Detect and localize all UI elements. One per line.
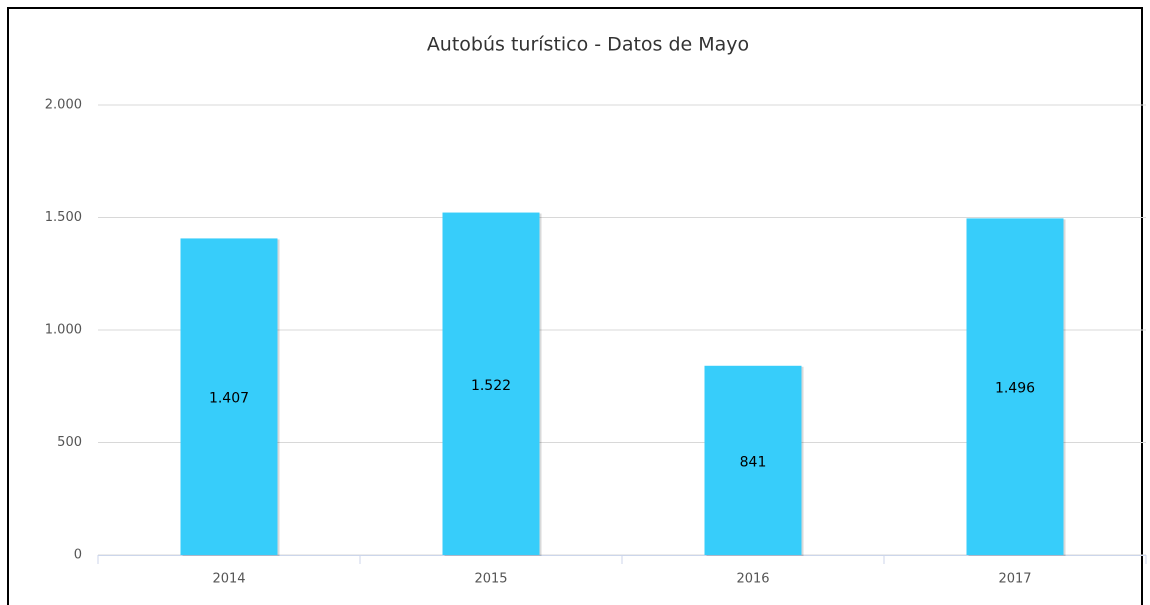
bar <box>180 238 278 556</box>
data-label: 1.522 <box>471 378 511 394</box>
x-tick-label: 2017 <box>998 572 1031 587</box>
data-label: 1.496 <box>995 381 1035 397</box>
x-tick-label: 2014 <box>212 572 245 587</box>
data-label: 1.407 <box>209 391 249 407</box>
bar <box>442 212 540 556</box>
chart-title: Autobús turístico - Datos de Mayo <box>427 34 749 56</box>
y-tick-label: 1.500 <box>45 210 82 225</box>
x-tick-label: 2015 <box>474 572 507 587</box>
y-tick-label: 1.000 <box>45 323 82 338</box>
y-tick-label: 0 <box>74 548 82 563</box>
bar <box>704 365 802 555</box>
bar <box>966 218 1064 555</box>
y-tick-label: 500 <box>57 435 82 450</box>
x-tick-label: 2016 <box>736 572 769 587</box>
frame <box>7 7 1143 605</box>
data-label: 841 <box>740 454 767 470</box>
y-tick-label: 2.000 <box>45 98 82 113</box>
